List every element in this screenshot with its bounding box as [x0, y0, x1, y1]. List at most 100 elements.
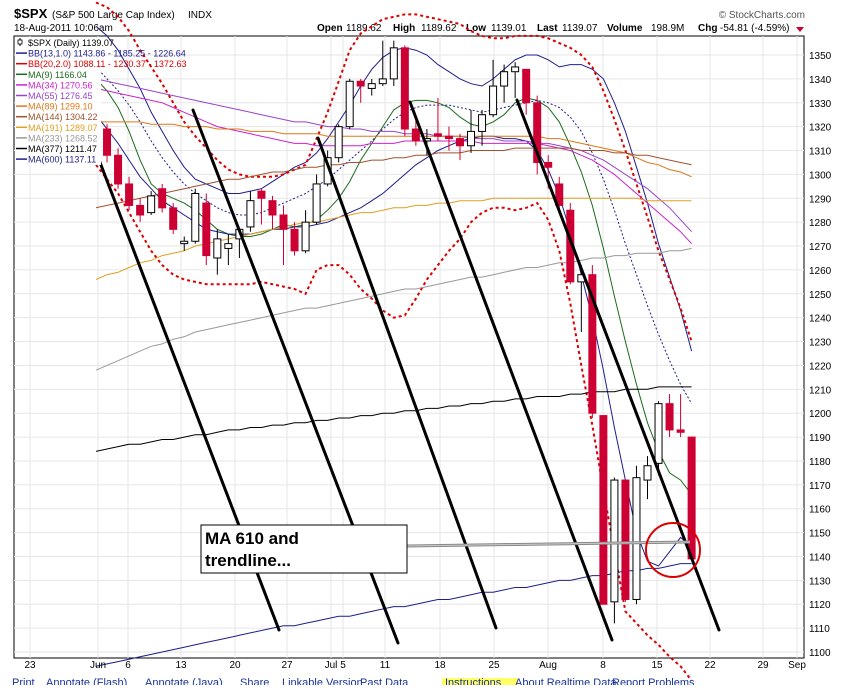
y-tick-label: 1340 [809, 75, 832, 86]
footer-link[interactable]: Past Data [360, 677, 409, 689]
y-tick-label: 1280 [809, 218, 832, 229]
x-tick-label: 13 [175, 660, 187, 671]
footer-link[interactable]: Print [12, 677, 35, 689]
candle-body [345, 80, 354, 128]
candle-body [411, 128, 420, 142]
candle-body [312, 183, 321, 223]
axes: 1100111011201130114011501160117011801190… [24, 51, 831, 671]
candle-body [555, 183, 564, 206]
symbol-label: $SPX [14, 6, 48, 21]
legend-entry: MA(377) 1211.47 [28, 144, 97, 154]
x-tick-label: 23 [24, 660, 36, 671]
high-value: 1189.62 [421, 23, 457, 34]
x-tick-label: 5 [340, 660, 346, 671]
candle-body [103, 128, 112, 156]
legend-entry: MA(55) 1276.45 [28, 91, 93, 101]
legend-entry: MA(89) 1299.10 [28, 102, 93, 112]
legend-entry: MA(34) 1270.56 [28, 80, 93, 90]
candle-body [389, 47, 398, 80]
instructions-highlight [442, 678, 518, 687]
x-tick-label: Sep [788, 660, 806, 671]
candle-body [478, 114, 487, 132]
legend-entry: MA(191) 1289.07 [28, 123, 98, 133]
candle-body [433, 133, 442, 137]
x-tick-label: Jul [325, 660, 338, 671]
plot-area [13, 35, 805, 659]
y-tick-label: 1160 [809, 505, 831, 516]
indicator-line [95, 247, 692, 371]
brand-label: © StockCharts.com [719, 10, 805, 21]
candle-body [114, 154, 123, 185]
y-tick-label: 1320 [809, 123, 832, 134]
candle-body [246, 200, 255, 228]
candle-body [180, 240, 189, 245]
y-tick-label: 1230 [809, 338, 832, 349]
candle-body [169, 207, 178, 230]
legend-box [15, 37, 101, 165]
x-tick-label: 15 [651, 660, 663, 671]
chg-label: Chg [698, 23, 717, 34]
x-tick-label: 20 [229, 660, 241, 671]
annotation-callout: MA 610 and trendline... [200, 522, 701, 578]
annotation-text-line2: trendline... [205, 551, 291, 570]
candle-body [467, 130, 476, 147]
candle-body [224, 243, 233, 249]
x-tick-label: 18 [434, 660, 446, 671]
candle-body [610, 479, 619, 603]
candle-body [158, 188, 167, 209]
annotation-text-line1: MA 610 and [205, 529, 299, 548]
candle-body [301, 221, 310, 252]
y-tick-label: 1210 [809, 385, 832, 396]
symbol-description: (S&P 500 Large Cap Index) [52, 10, 175, 21]
candle-body [500, 71, 509, 87]
chart-date: 18-Aug-2011 10:06am [14, 23, 113, 34]
y-tick-label: 1150 [809, 529, 831, 540]
y-tick-label: 1330 [809, 99, 832, 110]
candlesticks [92, 40, 696, 624]
footer-link[interactable]: Instructions [445, 677, 502, 689]
x-tick-label: 6 [125, 660, 131, 671]
footer-link[interactable]: About Realtime Data [515, 677, 617, 689]
x-tick-label: 8 [600, 660, 606, 671]
footer-link[interactable]: Report Problems [612, 677, 695, 689]
dropdown-arrow-icon[interactable] [796, 27, 804, 32]
candle-body [367, 83, 376, 89]
legend-entry: BB(13,1.0) 1143.86 - 1185.25 - 1226.64 [28, 49, 186, 59]
candle-body [632, 477, 641, 600]
annotation-circle [645, 522, 701, 578]
candle-body [522, 68, 531, 104]
chg-value: -54.81 (-4.59%) [720, 23, 789, 34]
x-tick-label: 25 [488, 660, 500, 671]
annotation-box [200, 524, 408, 574]
legend-entry: $SPX (Daily) 1139.07 [28, 38, 114, 48]
candle-body [400, 47, 409, 130]
indicator-line [95, 197, 692, 280]
indicator-line [96, 121, 692, 178]
low-label: Low [466, 23, 486, 34]
indicator-line [95, 78, 692, 233]
candle-body [444, 135, 453, 140]
candle-body [455, 138, 464, 147]
candle-body [544, 161, 553, 168]
legend-entry: MA(233) 1268.52 [28, 133, 98, 143]
footer-link[interactable]: Annotate (Java) [145, 677, 223, 689]
candle-body [588, 274, 597, 414]
footer-link[interactable]: Linkable Version [282, 677, 363, 689]
candle-body [202, 202, 211, 257]
y-tick-label: 1220 [809, 361, 832, 372]
callout-pointer-highlight [406, 541, 691, 547]
footer-link[interactable]: Share [240, 677, 269, 689]
candle-body [191, 193, 200, 242]
candle-body [356, 80, 365, 87]
x-tick-label: 22 [704, 660, 716, 671]
candle-body [676, 429, 685, 433]
x-tick-label: 11 [380, 660, 391, 671]
legend-entry: MA(144) 1304.22 [28, 112, 98, 122]
candle-body [643, 465, 652, 481]
open-label: Open [317, 23, 343, 34]
footer-link[interactable]: Annotate (Flash) [46, 677, 127, 689]
candlestick-icon-body [17, 39, 23, 45]
volume-value: 198.9M [651, 23, 684, 34]
